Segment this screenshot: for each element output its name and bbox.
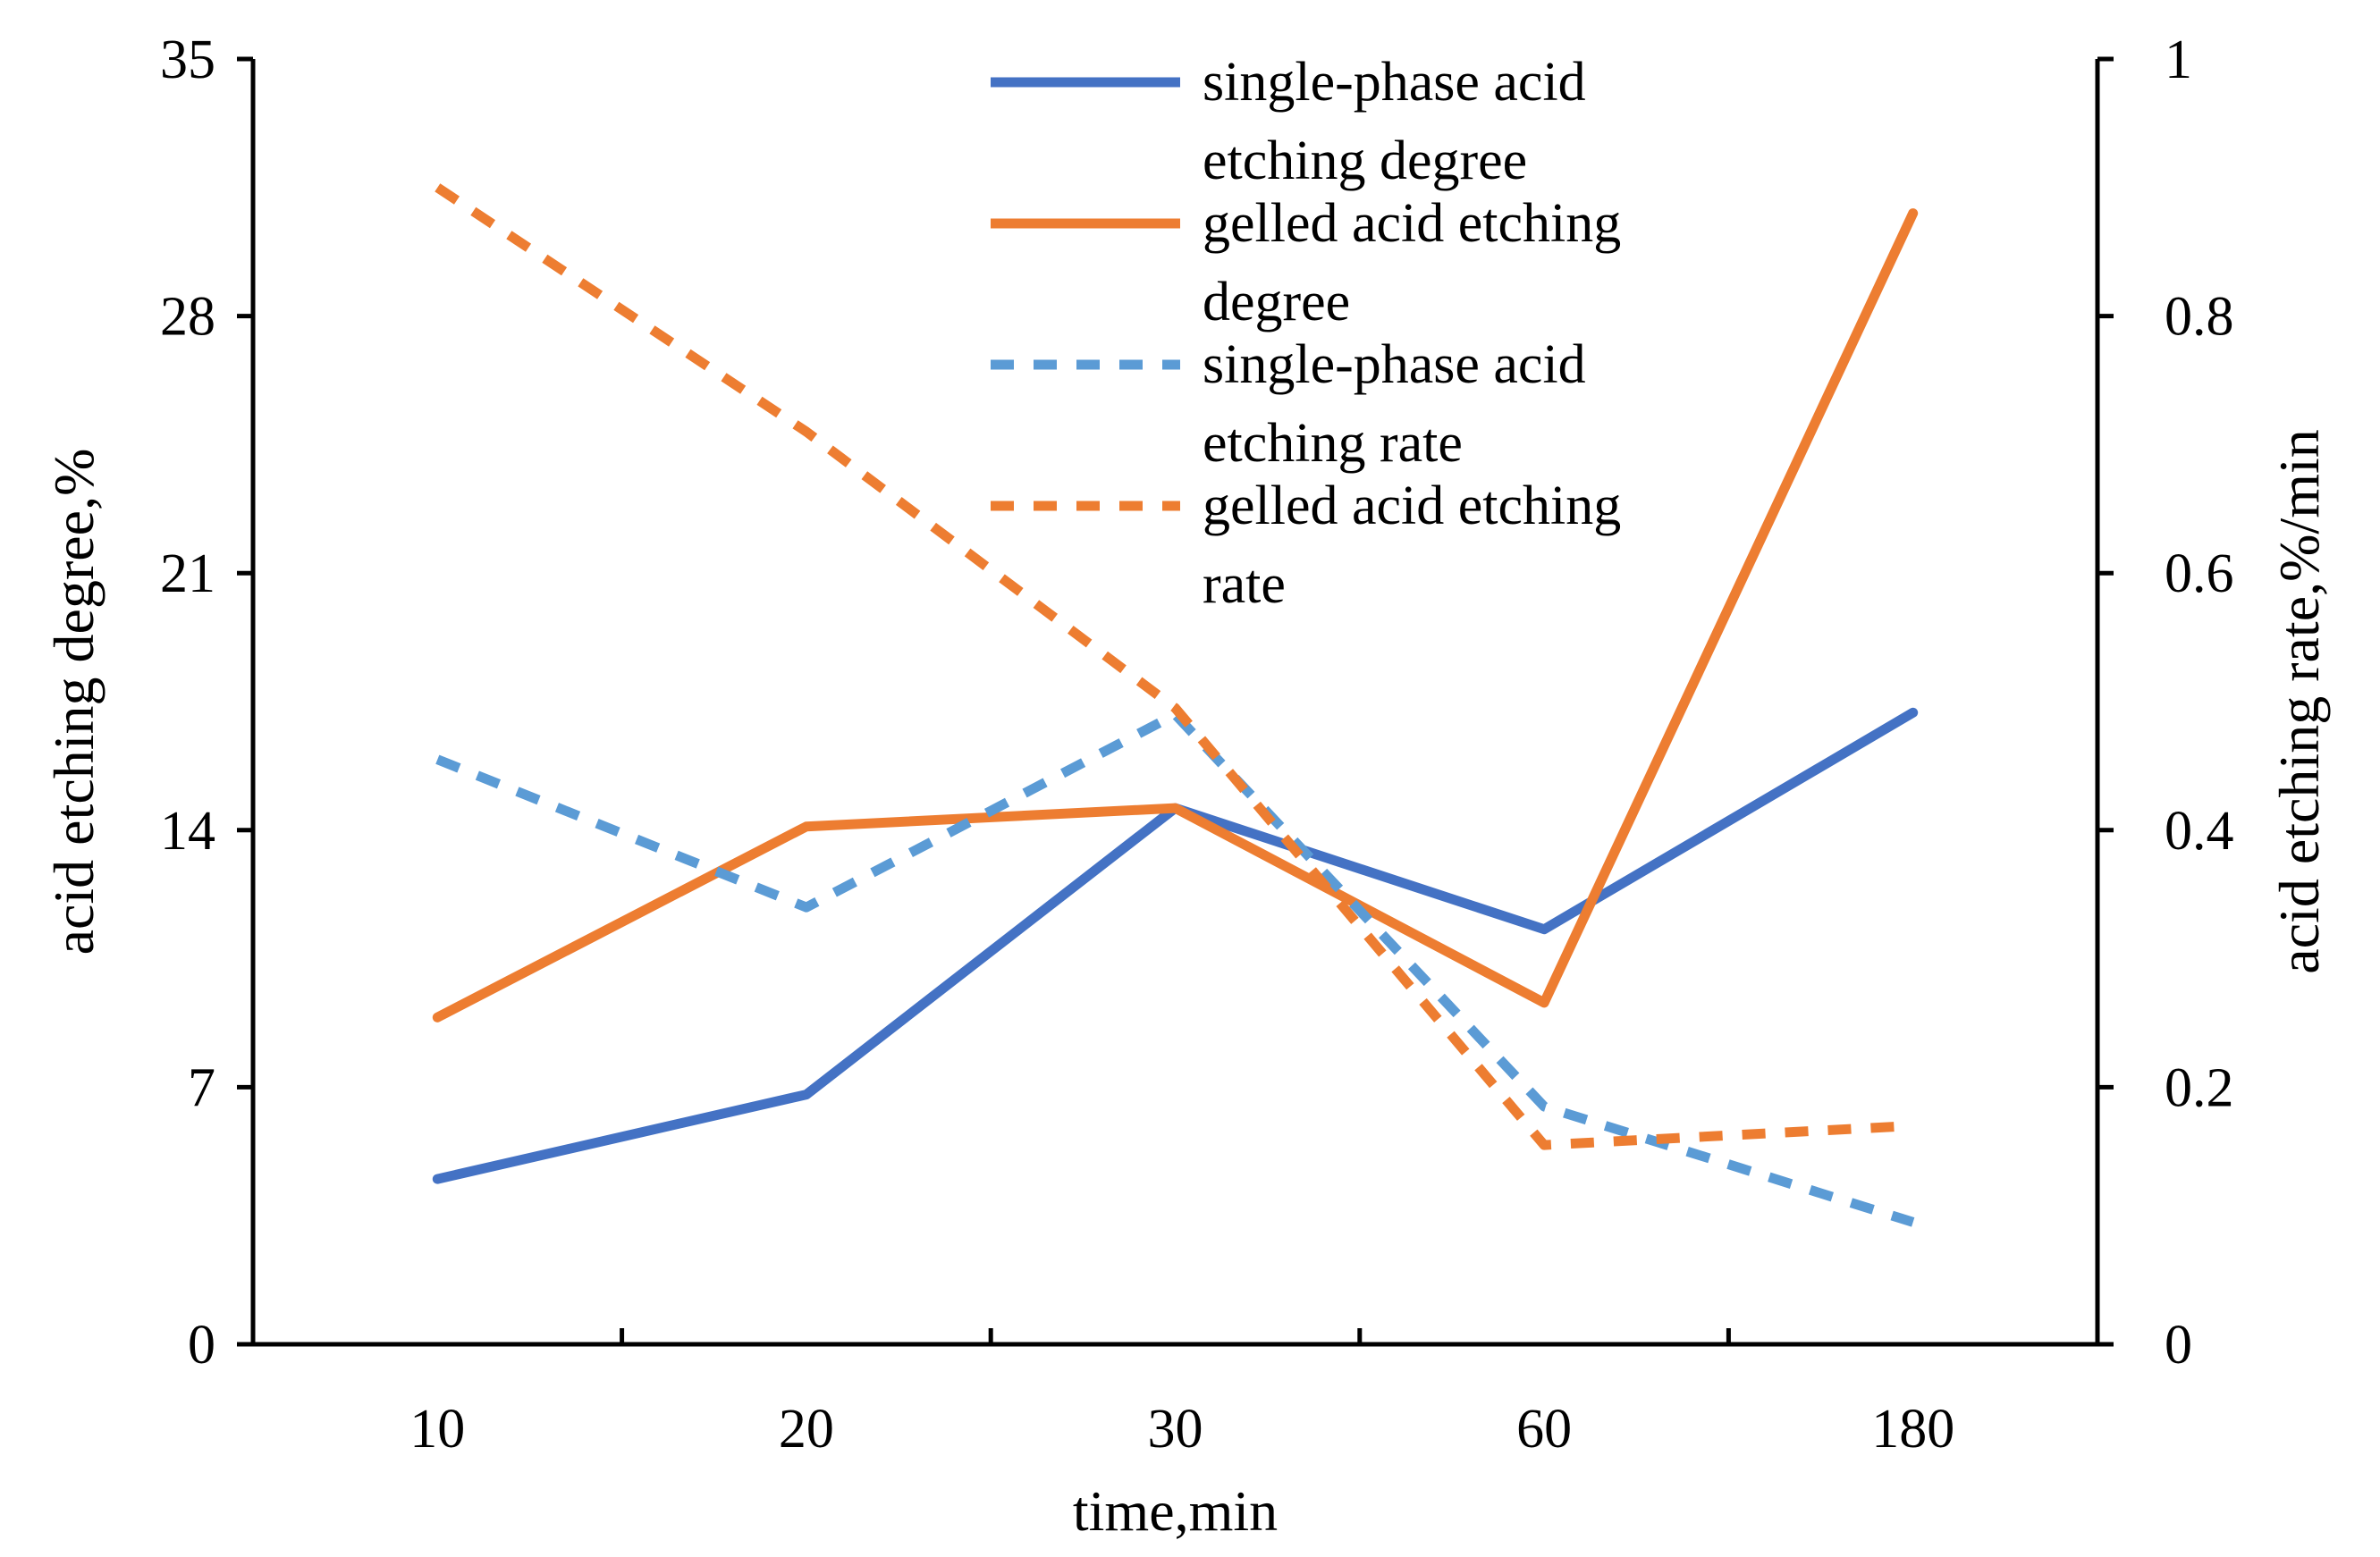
y-tick-label-right: 0.8 — [2165, 287, 2234, 348]
y-tick-label-left: 28 — [160, 287, 215, 348]
series-layer — [432, 183, 1919, 1227]
y-tick-label-right: 0.4 — [2165, 801, 2234, 862]
legend-label: single-phase acid — [1203, 334, 1586, 395]
x-axis-title: time,min — [1073, 1479, 1278, 1543]
legend-label: rate — [1203, 554, 1286, 615]
series-line-4 — [435, 183, 1913, 1150]
legend-label: gelled acid etching — [1203, 476, 1621, 536]
series-line-1 — [432, 707, 1919, 1184]
y-tick-label-right: 0.2 — [2165, 1057, 2234, 1118]
series-line-3 — [435, 709, 1915, 1227]
y-tick-label-left: 14 — [160, 801, 215, 862]
legend-label: gelled acid etching — [1203, 193, 1621, 254]
y-tick-label-right: 0.6 — [2165, 543, 2234, 604]
legend-label: degree — [1203, 272, 1350, 332]
y-tick-label-right: 0 — [2165, 1315, 2192, 1376]
legend-label: single-phase acid — [1203, 52, 1586, 113]
y-axis-title-right: acid etching rate,%/min — [2267, 429, 2331, 974]
x-tick-label: 10 — [409, 1399, 465, 1460]
x-tick-label: 60 — [1516, 1399, 1572, 1460]
x-tick-label: 30 — [1148, 1399, 1203, 1460]
y-tick-label-right: 1 — [2165, 29, 2192, 90]
axes-layer: 0 7 14 21 28 35 0 0.2 0.4 0.6 0.8 1 10 20 30 60 180 time,… — [42, 29, 2331, 1543]
y-tick-label-left: 21 — [160, 543, 215, 604]
x-tick-label: 180 — [1871, 1399, 1954, 1460]
y-tick-label-left: 7 — [188, 1057, 215, 1118]
x-tick-label: 20 — [779, 1399, 834, 1460]
y-tick-label-left: 0 — [188, 1315, 215, 1376]
y-tick-label-left: 35 — [160, 29, 215, 90]
legend-label: etching degree — [1203, 130, 1527, 191]
legend-label: etching rate — [1203, 413, 1463, 474]
series-line-2 — [432, 208, 1919, 1023]
y-axis-title-left: acid etching degree,% — [42, 449, 105, 955]
